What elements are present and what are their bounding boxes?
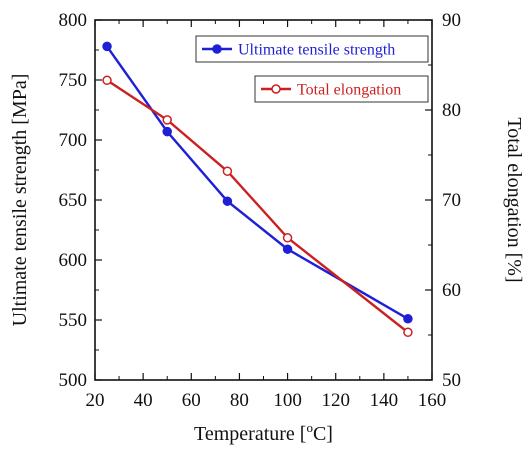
series-line-1 xyxy=(106,79,409,334)
legend-box-0 xyxy=(195,35,429,63)
series-1-point xyxy=(102,75,112,86)
series-0-point xyxy=(162,126,172,137)
series-0-point xyxy=(222,196,233,206)
plot-series xyxy=(102,41,413,338)
left-y-tick-label: 500 xyxy=(59,370,88,391)
series-0-point xyxy=(102,41,112,52)
left-y-tick-label: 600 xyxy=(59,250,88,271)
right-y-tick-label: 80 xyxy=(442,100,461,121)
series-1-point xyxy=(222,166,233,176)
series-1-point xyxy=(403,327,413,338)
x-tick-label: 60 xyxy=(182,390,201,411)
x-tick-label: 140 xyxy=(370,390,399,411)
legend-label-1: Total elongation xyxy=(297,82,401,99)
right-y-tick-label: 70 xyxy=(442,190,461,211)
x-axis: 20 40 60 80 100 120 140 160 xyxy=(86,20,447,411)
x-tick-label: 40 xyxy=(134,390,153,411)
left-y-tick-label: 550 xyxy=(59,310,88,331)
legend-swatch-marker-1 xyxy=(271,84,281,94)
series-0-point xyxy=(282,244,293,254)
left-y-tick-label: 650 xyxy=(59,190,88,211)
left-y-tick-label: 750 xyxy=(59,70,88,91)
x-tick-label: 160 xyxy=(418,390,447,411)
plot-frame xyxy=(94,19,433,381)
right-y-tick-label: 90 xyxy=(442,10,461,31)
x-tick-label: 100 xyxy=(273,390,302,411)
x-axis-title: Temperature [oC] xyxy=(194,420,333,445)
x-tick-label: 80 xyxy=(230,390,249,411)
left-y-tick-label: 700 xyxy=(59,130,88,151)
x-tick-label: 120 xyxy=(321,390,350,411)
x-tick-label: 20 xyxy=(86,390,105,411)
right-y-tick-label: 50 xyxy=(442,370,461,391)
legend-swatch-marker-0 xyxy=(212,44,222,54)
legend-label-0: Ultimate tensile strength xyxy=(238,42,395,59)
legend: Ultimate tensile strength Total elongatio… xyxy=(195,35,429,103)
right-y-axis: 50 60 70 80 90 xyxy=(425,10,461,391)
right-y-axis-title: Total elongation [%] xyxy=(503,117,525,282)
series-0-point xyxy=(403,314,413,324)
left-y-tick-label: 800 xyxy=(59,10,88,31)
series-1-point xyxy=(162,115,172,125)
series-1-point xyxy=(282,233,293,243)
right-y-tick-label: 60 xyxy=(442,280,461,301)
left-y-axis-title: Ultimate tensile strength [MPa] xyxy=(9,74,31,327)
